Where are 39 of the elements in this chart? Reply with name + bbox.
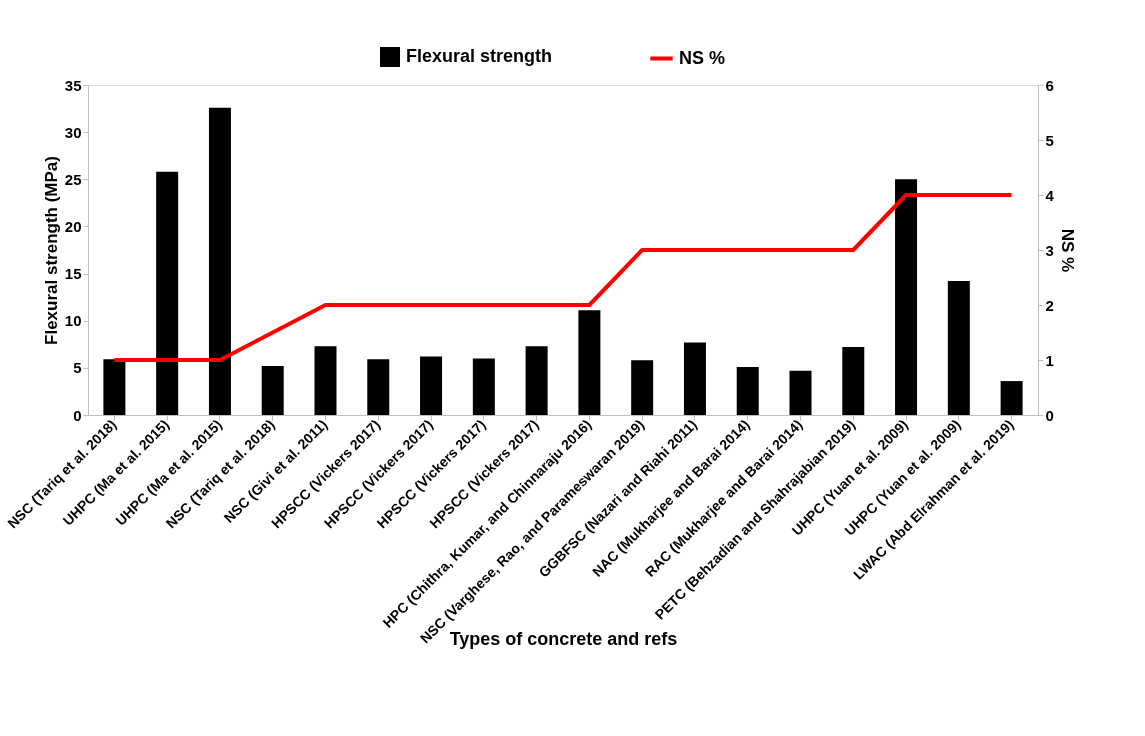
legend-label: Flexural strength [406, 46, 553, 66]
y2-tick-label: 6 [1045, 76, 1054, 94]
bar [895, 179, 918, 415]
bar [683, 342, 706, 415]
bar [525, 346, 548, 415]
bar [947, 281, 970, 415]
y-tick-label: 30 [64, 123, 82, 141]
bar [261, 365, 284, 415]
y-tick-label: 35 [64, 76, 82, 94]
y2-tick-label: 5 [1045, 131, 1054, 149]
bar [578, 310, 601, 415]
bar [103, 359, 126, 415]
y2-tick-label: 1 [1045, 351, 1054, 369]
bar [631, 360, 654, 415]
line-series [112, 193, 1014, 362]
y2-tick-label: 4 [1045, 186, 1055, 204]
bar [208, 107, 231, 415]
bar [789, 370, 812, 415]
bar [472, 358, 495, 415]
y-axis-title: Flexural strength (MPa) [41, 156, 61, 345]
y-tick-label: 5 [73, 359, 82, 377]
bar [420, 356, 443, 415]
y2-tick-label: 3 [1045, 241, 1054, 259]
y-tick-label: 0 [73, 406, 82, 424]
y-tick-label: 20 [64, 217, 82, 235]
y-tick-label: 15 [64, 265, 82, 283]
bar [156, 171, 179, 415]
bar [314, 346, 337, 415]
y2-tick-label: 2 [1045, 296, 1054, 314]
y2-tick-label: 0 [1045, 406, 1054, 424]
bar [736, 366, 759, 415]
x-axis-title: Types of concrete and refs [449, 628, 678, 649]
bar [367, 359, 390, 415]
y2-axis-title: NS % [1057, 228, 1077, 273]
y-tick-label: 25 [64, 170, 82, 188]
bar [1000, 381, 1023, 415]
legend-label: NS % [679, 47, 726, 68]
bar [842, 347, 865, 415]
y-tick-label: 10 [64, 312, 82, 330]
